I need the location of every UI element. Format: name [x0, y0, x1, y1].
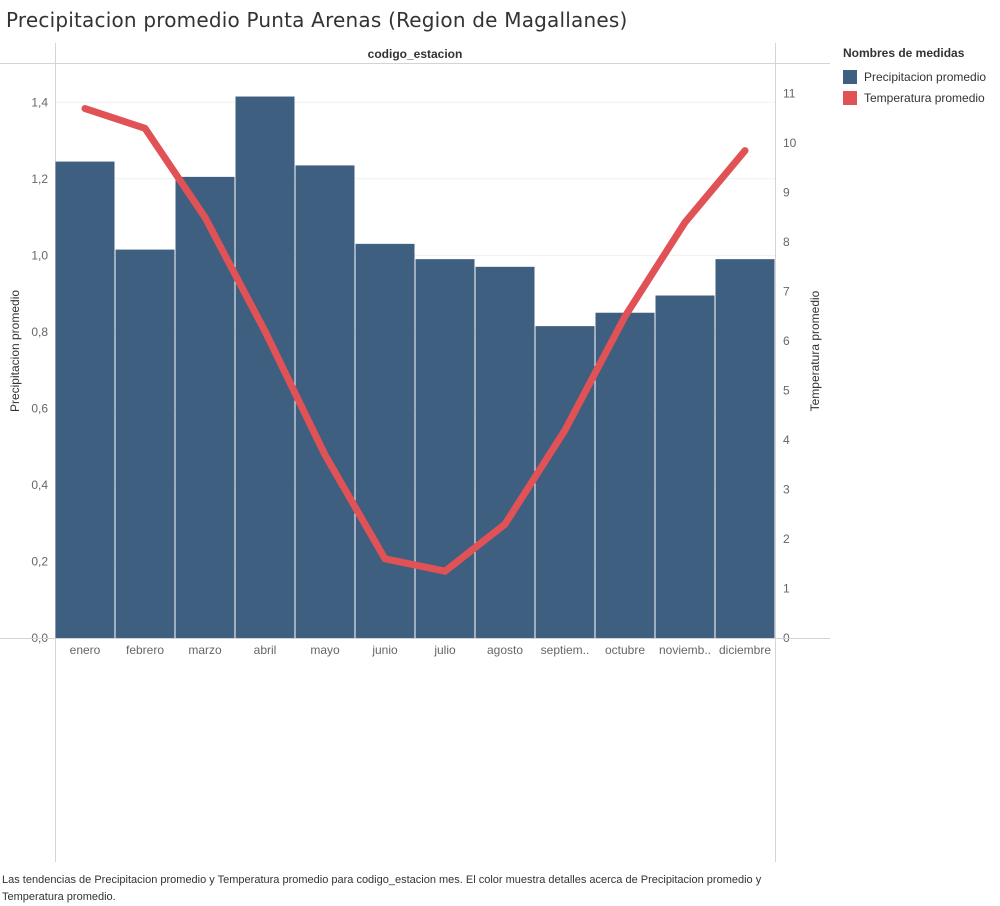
column-header: codigo_estacion [368, 47, 463, 61]
y-tick-label: 0,8 [31, 325, 48, 339]
y-tick-label: 0,6 [31, 401, 48, 415]
bar [535, 326, 595, 638]
y-right-tick-label: 1 [783, 582, 790, 596]
y-tick-label: 0,2 [31, 554, 48, 568]
legend-label-temperatura: Temperatura promedio [864, 90, 985, 105]
legend-swatch-temperatura [843, 90, 857, 105]
y-right-tick-label: 11 [783, 87, 796, 101]
x-tick-label: junio [371, 643, 398, 657]
legend: Nombres de medidas Precipitacion promedi… [843, 46, 1000, 108]
y-right-tick-label: 10 [783, 136, 797, 150]
y-tick-label: 0,4 [31, 478, 48, 492]
legend-item-temperatura[interactable]: Temperatura promedio [843, 87, 1000, 108]
temperature-line [81, 105, 749, 575]
y-right-tick-label: 3 [783, 483, 790, 497]
y-right-tick-label: 5 [783, 384, 790, 398]
y-right-tick-label: 8 [783, 235, 790, 249]
y-right-tick-label: 9 [783, 186, 790, 200]
bar [475, 266, 535, 638]
x-tick-label: febrero [126, 643, 164, 657]
x-tick-label: noviemb.. [659, 643, 711, 657]
bar [115, 249, 175, 639]
legend-item-precipitacion[interactable]: Precipitacion promedio [843, 66, 1000, 87]
x-tick-label: diciembre [719, 643, 771, 657]
y-right-tick-label: 2 [783, 532, 790, 546]
bar [655, 295, 715, 638]
y-axis-title: Precipitacion promedio [8, 290, 22, 412]
y-tick-label: 1,4 [31, 95, 48, 109]
y-tick-label: 1,2 [31, 172, 48, 186]
x-tick-label: abril [254, 643, 277, 657]
legend-title: Nombres de medidas [843, 46, 965, 60]
bar [715, 259, 775, 638]
y-tick-label: 1,0 [31, 248, 48, 262]
y-right-tick-label: 7 [783, 285, 790, 299]
legend-label-precipitacion: Precipitacion promedio [864, 69, 987, 84]
x-tick-label: julio [433, 643, 456, 657]
bar [595, 312, 655, 638]
chart-title: Precipitacion promedio Punta Arenas (Reg… [6, 8, 628, 32]
x-tick-label: mayo [310, 643, 340, 657]
chart-caption: Las tendencias de Precipitacion promedio… [2, 874, 762, 903]
bar [295, 165, 355, 638]
bar [175, 176, 235, 639]
x-tick-label: septiem.. [541, 643, 590, 657]
bar [355, 243, 415, 638]
bar [55, 161, 115, 638]
bar [415, 259, 475, 638]
y-right-axis-title: Temperatura promedio [808, 290, 822, 411]
legend-swatch-precipitacion [843, 69, 857, 84]
y-right-tick-label: 4 [783, 433, 790, 447]
x-tick-label: agosto [487, 643, 523, 657]
y-right-tick-label: 6 [783, 334, 790, 348]
x-tick-label: enero [70, 643, 101, 657]
x-tick-label: octubre [605, 643, 645, 657]
x-tick-label: marzo [188, 643, 222, 657]
